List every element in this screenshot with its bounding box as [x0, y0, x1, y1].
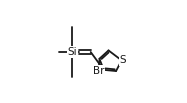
Text: S: S	[120, 55, 126, 65]
Text: Si: Si	[68, 47, 77, 57]
Text: Br: Br	[93, 66, 105, 76]
